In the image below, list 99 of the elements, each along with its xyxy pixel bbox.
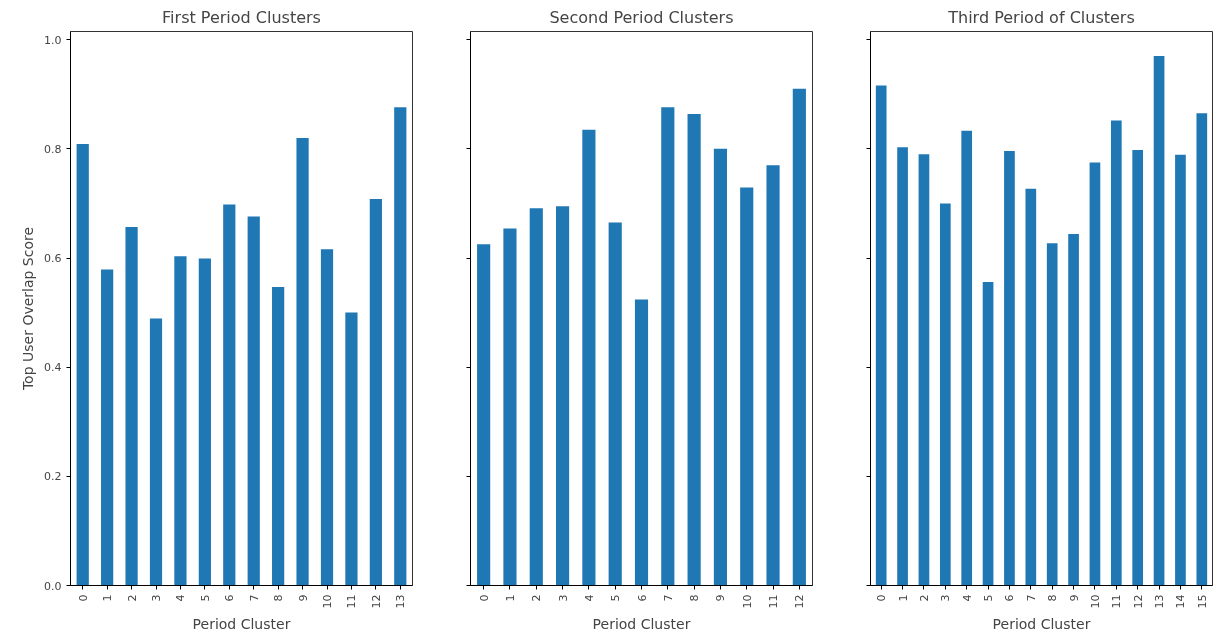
x-tick-label: 13 xyxy=(394,594,408,609)
bar xyxy=(345,312,358,586)
x-tick-label: 2 xyxy=(125,594,139,602)
y-axis-title: Top User Overlap Score xyxy=(20,226,37,392)
x-tick-label: 4 xyxy=(960,594,974,602)
x-axis-title: Period Cluster xyxy=(192,616,291,633)
bar xyxy=(582,129,596,586)
bar xyxy=(939,203,951,586)
bar xyxy=(661,107,675,586)
bar xyxy=(1068,234,1079,586)
chart-title: First Period Clusters xyxy=(162,7,321,27)
bar xyxy=(529,208,543,586)
bar xyxy=(608,222,622,586)
x-tick-label: 6 xyxy=(223,594,237,602)
bar xyxy=(1025,188,1037,586)
x-tick-label: 12 xyxy=(793,594,807,609)
bar xyxy=(713,148,727,586)
x-tick-label: 12 xyxy=(369,594,383,609)
x-tick-label: 7 xyxy=(247,594,261,602)
y-tick-label: 0.2 xyxy=(44,470,62,484)
x-tick-label: 6 xyxy=(635,594,649,602)
x-tick-label: 8 xyxy=(1046,594,1060,602)
x-tick-label: 13 xyxy=(1153,594,1167,609)
bar xyxy=(766,165,780,586)
x-tick-label: 0 xyxy=(875,594,889,602)
bar xyxy=(76,143,89,586)
bar xyxy=(174,256,187,586)
y-tick-label: 0.4 xyxy=(44,361,62,375)
bar xyxy=(875,85,887,586)
bar xyxy=(740,187,754,586)
bar xyxy=(1153,56,1165,586)
x-tick-label: 10 xyxy=(321,594,334,609)
bar xyxy=(556,206,570,586)
x-tick-label: 9 xyxy=(714,594,728,602)
x-tick-label: 5 xyxy=(198,594,212,602)
x-tick-label: 11 xyxy=(1110,594,1124,609)
bar xyxy=(149,318,163,586)
y-tick-label: 1.0 xyxy=(44,33,62,47)
y-tick-label: 0.0 xyxy=(44,579,62,593)
x-tick-label: 1 xyxy=(503,594,517,602)
bar xyxy=(503,228,517,586)
bar xyxy=(198,258,211,586)
bar xyxy=(1110,120,1122,586)
bar xyxy=(247,216,260,586)
x-axis-title: Period Cluster xyxy=(592,616,691,633)
x-tick-label: 10 xyxy=(1088,594,1102,609)
x-tick-label: 7 xyxy=(661,594,675,602)
x-tick-label: 8 xyxy=(688,594,702,602)
x-tick-label: 15 xyxy=(1195,594,1209,609)
bar xyxy=(369,199,382,586)
x-tick-label: 5 xyxy=(609,594,623,602)
bar xyxy=(394,107,407,586)
bar xyxy=(1089,162,1101,586)
x-tick-label: 9 xyxy=(1067,594,1081,602)
x-axis-title: Period Cluster xyxy=(992,616,1091,633)
x-tick-label: 11 xyxy=(767,594,781,609)
x-tick-label: 8 xyxy=(272,594,286,602)
bar xyxy=(1196,113,1208,586)
bar xyxy=(320,249,334,586)
bar xyxy=(1175,154,1186,586)
bar xyxy=(101,269,114,586)
x-tick-label: 3 xyxy=(556,594,570,602)
x-tick-label: 1 xyxy=(101,594,115,602)
bar xyxy=(982,282,994,586)
chart-title: Second Period Clusters xyxy=(549,7,734,27)
bar xyxy=(961,130,973,586)
x-tick-label: 0 xyxy=(477,594,491,602)
x-tick-label: 5 xyxy=(982,594,996,602)
bar xyxy=(296,137,309,586)
x-tick-label: 1 xyxy=(896,594,910,602)
bar xyxy=(1132,149,1144,586)
x-tick-label: 11 xyxy=(345,594,359,609)
x-tick-label: 3 xyxy=(150,594,163,602)
x-tick-label: 6 xyxy=(1003,594,1017,602)
x-tick-label: 9 xyxy=(296,594,310,602)
y-tick-label: 0.6 xyxy=(44,252,62,266)
bar xyxy=(1046,243,1058,586)
x-tick-label: 4 xyxy=(582,594,596,602)
bar xyxy=(477,244,491,586)
x-tick-label: 10 xyxy=(740,594,754,609)
bar xyxy=(634,299,649,586)
bar xyxy=(897,147,908,586)
bar xyxy=(1004,151,1015,586)
x-tick-label: 2 xyxy=(917,594,931,602)
bar xyxy=(687,113,701,586)
x-tick-label: 0 xyxy=(76,594,90,602)
bar xyxy=(125,226,138,586)
bar xyxy=(223,204,236,586)
x-tick-label: 3 xyxy=(939,594,953,602)
chart-title: Third Period of Clusters xyxy=(947,7,1135,27)
y-tick-label: 0.8 xyxy=(44,142,62,156)
x-tick-label: 4 xyxy=(174,594,188,602)
x-tick-label: 12 xyxy=(1131,594,1145,609)
bar xyxy=(918,154,930,586)
x-tick-label: 14 xyxy=(1174,594,1188,609)
bar xyxy=(792,88,806,586)
x-tick-label: 2 xyxy=(530,594,544,602)
x-tick-label: 7 xyxy=(1024,594,1038,602)
bar xyxy=(272,286,285,586)
